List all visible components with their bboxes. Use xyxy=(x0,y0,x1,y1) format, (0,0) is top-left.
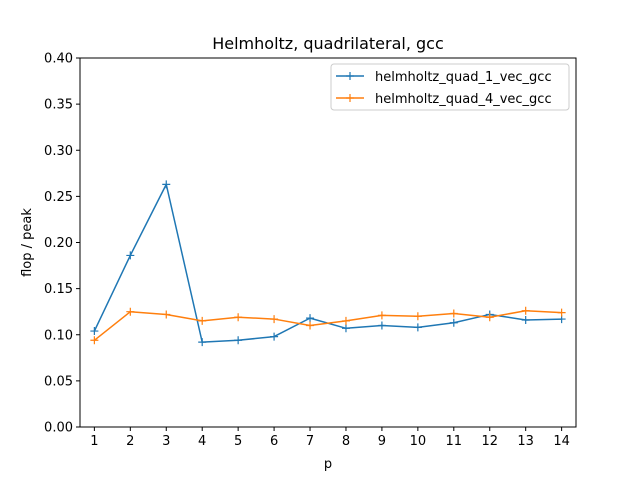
legend-marker-2 xyxy=(346,94,354,102)
y-tick-label: 0.20 xyxy=(44,236,73,251)
data-point-marker xyxy=(413,312,422,321)
data-point-marker xyxy=(377,321,386,330)
data-point-marker xyxy=(377,311,386,320)
data-point-marker xyxy=(126,307,135,316)
legend-label-1: helmholtz_quad_1_vec_gcc xyxy=(375,70,552,85)
legend-box xyxy=(330,63,570,111)
x-tick-label: 11 xyxy=(446,434,463,449)
y-tick-label: 0.35 xyxy=(44,98,73,113)
x-tick-label: 10 xyxy=(410,434,427,449)
data-point-marker xyxy=(162,310,171,319)
legend: helmholtz_quad_1_vec_gcc helmholtz_quad_4… xyxy=(330,63,570,111)
data-point-marker xyxy=(198,316,207,325)
data-point-marker xyxy=(90,336,99,345)
x-tick-label: 5 xyxy=(234,434,242,449)
x-tick-label: 12 xyxy=(481,434,498,449)
y-tick-label: 0.05 xyxy=(44,374,73,389)
legend-label-2: helmholtz_quad_4_vec_gcc xyxy=(375,92,552,107)
plot-area xyxy=(90,180,566,347)
data-point-marker xyxy=(90,327,99,336)
y-axis-label: flop / peak xyxy=(20,208,35,277)
chart-title: Helmholtz, quadrilateral, gcc xyxy=(212,34,444,53)
x-tick-label: 8 xyxy=(342,434,350,449)
y-tick-label: 0.25 xyxy=(44,190,73,205)
data-point-marker xyxy=(557,308,566,317)
y-tick-label: 0.00 xyxy=(44,421,73,436)
x-tick-label: 6 xyxy=(270,434,278,449)
data-point-marker xyxy=(413,323,422,332)
data-point-marker xyxy=(449,318,458,327)
data-point-marker xyxy=(341,316,350,325)
x-axis-label: p xyxy=(324,457,332,472)
data-point-marker xyxy=(485,313,494,322)
y-tick-label: 0.10 xyxy=(44,328,73,343)
series-line-2 xyxy=(93,310,562,341)
x-tick-label: 13 xyxy=(517,434,534,449)
x-tick-label: 14 xyxy=(553,434,570,449)
y-tick-label: 0.30 xyxy=(44,144,73,159)
data-point-marker xyxy=(234,336,243,345)
data-point-marker xyxy=(341,324,350,333)
y-tick-label: 0.40 xyxy=(44,52,73,67)
x-tick-label: 1 xyxy=(90,434,98,449)
data-point-marker xyxy=(521,306,530,315)
data-point-marker xyxy=(306,314,315,323)
x-tick-label: 3 xyxy=(162,434,170,449)
data-point-marker xyxy=(126,251,135,260)
data-point-marker xyxy=(306,321,315,330)
data-point-marker xyxy=(198,338,207,347)
x-tick-label: 9 xyxy=(378,434,386,449)
data-point-marker xyxy=(270,332,279,341)
legend-marker-1 xyxy=(346,72,354,80)
x-tick-label: 4 xyxy=(198,434,206,449)
x-tick-label: 2 xyxy=(126,434,134,449)
y-tick-label: 0.15 xyxy=(44,282,73,297)
data-point-marker xyxy=(521,315,530,324)
data-point-marker xyxy=(270,315,279,324)
x-tick-label: 7 xyxy=(306,434,314,449)
data-point-marker xyxy=(234,313,243,322)
x-axis: 1 2 3 4 5 6 7 8 9 10 11 12 13 14 xyxy=(90,427,570,449)
data-point-marker xyxy=(449,309,458,318)
y-axis: 0.00 0.05 0.10 0.15 0.20 0.25 0.30 0.35 0.40 xyxy=(44,52,80,436)
data-point-marker xyxy=(162,180,171,189)
